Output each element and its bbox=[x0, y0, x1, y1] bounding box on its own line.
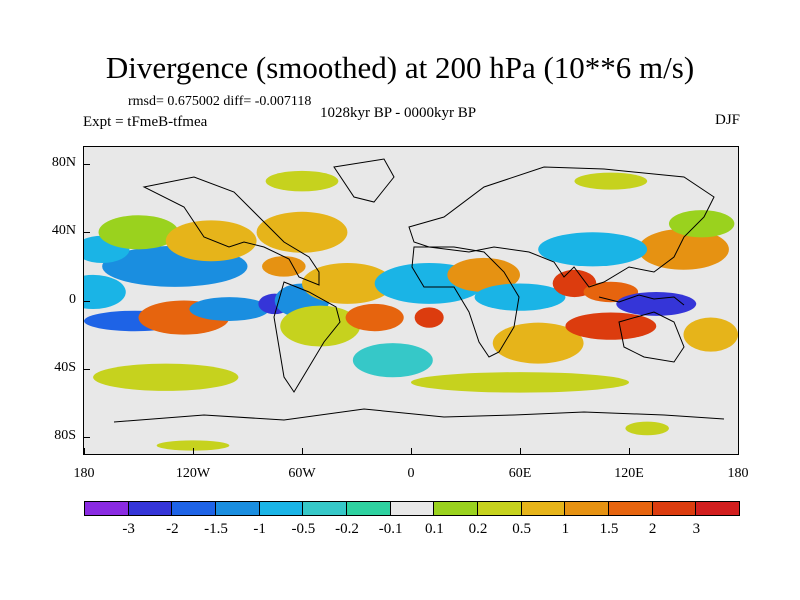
colorbar-swatch bbox=[520, 501, 566, 516]
y-tick-mark bbox=[84, 232, 90, 234]
y-tick-label: 40N bbox=[51, 223, 76, 239]
y-tick-label: 80N bbox=[51, 155, 76, 171]
season-label: DJF bbox=[714, 112, 740, 128]
field-region bbox=[474, 283, 566, 311]
colorbar-label: 0.2 bbox=[468, 521, 488, 537]
field-region bbox=[256, 211, 348, 253]
chart-title: Divergence (smoothed) at 200 hPa (10**6 … bbox=[105, 50, 695, 85]
y-tick-mark bbox=[84, 436, 90, 438]
x-tick-label: 120E bbox=[614, 466, 644, 481]
field-region bbox=[414, 307, 444, 328]
field-region bbox=[265, 170, 339, 192]
field-region bbox=[565, 312, 657, 340]
field-region bbox=[189, 297, 270, 321]
colorbar-swatch bbox=[433, 501, 479, 516]
y-tick-label: 0 bbox=[69, 291, 76, 307]
x-tick-mark bbox=[84, 448, 85, 454]
field-region bbox=[93, 363, 239, 391]
x-tick-mark bbox=[520, 448, 521, 454]
field-region bbox=[492, 322, 584, 364]
x-tick-mark bbox=[629, 448, 630, 454]
x-tick-label: 60W bbox=[288, 466, 316, 481]
colorbar-swatch bbox=[84, 501, 129, 516]
field-region bbox=[683, 317, 738, 352]
colorbar-swatch bbox=[608, 501, 653, 516]
colorbar-label: 0.1 bbox=[424, 521, 444, 537]
coastline-south-america bbox=[273, 281, 341, 393]
colorbar-swatch bbox=[564, 501, 610, 516]
field-region bbox=[165, 220, 257, 262]
field-region bbox=[447, 257, 520, 292]
field-region bbox=[98, 215, 179, 250]
field-region bbox=[638, 228, 729, 270]
field-region bbox=[538, 232, 648, 267]
y-tick-mark bbox=[84, 300, 90, 302]
colorbar-label: -0.2 bbox=[335, 521, 359, 537]
coastline-maritime-continent bbox=[598, 294, 685, 306]
x-tick-label: 120W bbox=[175, 466, 211, 481]
colorbar-swatch bbox=[302, 501, 348, 516]
colorbar-swatch bbox=[346, 501, 391, 516]
colorbar-label: 1 bbox=[561, 521, 570, 537]
field-region bbox=[302, 262, 393, 304]
colorbar-label: -2 bbox=[166, 521, 179, 537]
x-tick-label: 60E bbox=[508, 466, 532, 481]
map-svg bbox=[84, 147, 738, 454]
colorbar bbox=[84, 501, 741, 516]
field-region bbox=[262, 256, 306, 277]
colorbar-swatch bbox=[258, 501, 304, 516]
colorbar-swatch bbox=[215, 501, 260, 516]
y-tick-label: 40S bbox=[54, 359, 76, 375]
colorbar-label: -3 bbox=[122, 521, 135, 537]
colorbar-label: -1 bbox=[253, 521, 266, 537]
colorbar-label: 0.5 bbox=[512, 521, 532, 537]
coastlines bbox=[113, 158, 725, 423]
y-tick-mark bbox=[84, 368, 90, 370]
colorbar-label: -0.5 bbox=[291, 521, 316, 537]
field-region bbox=[616, 291, 697, 316]
colorbar-label: 1.5 bbox=[599, 521, 619, 537]
field-region bbox=[625, 421, 669, 436]
x-tick-label: 180 bbox=[727, 466, 749, 481]
coastline-greenland bbox=[333, 158, 395, 203]
x-tick-mark bbox=[738, 448, 739, 454]
colorbar-swatch bbox=[171, 501, 217, 516]
experiment-label: Expt = tFmeB-tfmea bbox=[83, 114, 208, 130]
field-regions bbox=[84, 170, 738, 451]
x-tick-label: 180 bbox=[73, 466, 95, 481]
x-tick-mark bbox=[302, 448, 303, 454]
field-region bbox=[156, 440, 230, 451]
x-tick-mark bbox=[193, 448, 194, 454]
field-region bbox=[345, 303, 404, 332]
field-region bbox=[411, 372, 629, 393]
coastline-africa bbox=[411, 246, 520, 358]
coastline-antarctica bbox=[113, 408, 725, 423]
colorbar-swatch bbox=[127, 501, 173, 516]
rmsd-stats: rmsd= 0.675002 diff= -0.007118 bbox=[128, 94, 312, 109]
field-region bbox=[84, 274, 126, 310]
y-tick-label: 80S bbox=[54, 427, 76, 443]
x-tick-mark bbox=[411, 448, 412, 454]
coastline-australia bbox=[618, 311, 685, 363]
colorbar-swatch bbox=[695, 501, 741, 516]
colorbar-label: 3 bbox=[692, 521, 701, 537]
period-label: 1028kyr BP - 0000kyr BP bbox=[320, 105, 477, 121]
colorbar-label: 2 bbox=[648, 521, 657, 537]
coastline-north-america bbox=[142, 176, 320, 286]
map-plot-area bbox=[83, 146, 739, 455]
y-tick-mark bbox=[84, 164, 90, 166]
field-region bbox=[574, 172, 648, 190]
colorbar-swatch bbox=[477, 501, 522, 516]
field-region bbox=[352, 343, 433, 378]
colorbar-swatch bbox=[651, 501, 697, 516]
field-region bbox=[668, 210, 735, 238]
colorbar-label: -1.5 bbox=[204, 521, 228, 537]
coastline-europe-asia bbox=[408, 166, 715, 288]
x-tick-label: 0 bbox=[407, 466, 415, 481]
colorbar-swatch bbox=[389, 501, 435, 516]
colorbar-label: -0.1 bbox=[378, 521, 403, 537]
field-region bbox=[280, 305, 361, 347]
